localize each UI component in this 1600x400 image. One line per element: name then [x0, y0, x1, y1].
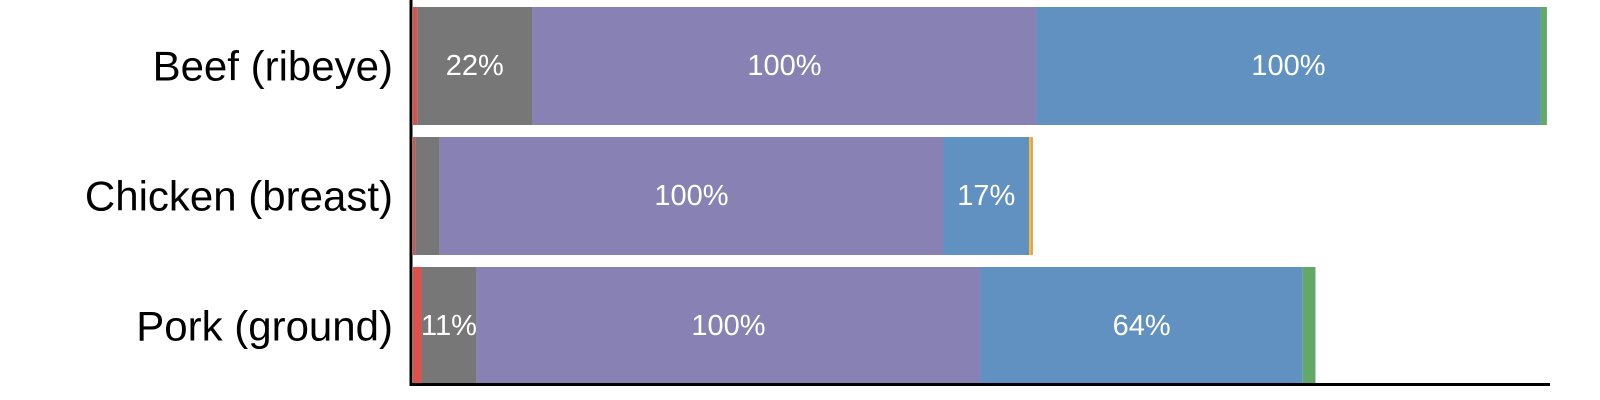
bars-group	[413, 7, 1547, 385]
data-label: 22%	[446, 50, 504, 82]
bar-segment	[439, 137, 944, 255]
bar-segment	[415, 137, 440, 255]
bar-segment	[1029, 137, 1032, 255]
category-label: Beef (ribeye)	[153, 43, 393, 90]
bar-segment	[476, 267, 981, 385]
data-label: 100%	[691, 310, 765, 342]
data-label: 17%	[957, 180, 1015, 212]
bar-segment	[421, 267, 477, 385]
bar-segment	[532, 7, 1037, 125]
data-label: 100%	[654, 180, 728, 212]
bar-segment	[413, 137, 416, 255]
data-label: 64%	[1113, 310, 1171, 342]
bar-segment	[1031, 137, 1033, 255]
labels-group: Beef (ribeye) 22% 100% 100% Chicken (breast)…	[85, 43, 1326, 350]
category-label: Pork (ground)	[136, 303, 393, 350]
bar-segment	[413, 7, 418, 125]
data-label: 100%	[1251, 50, 1325, 82]
bar-segment	[413, 267, 422, 385]
bar-segment	[417, 7, 533, 125]
bar-segment	[1036, 7, 1541, 125]
bar-segment	[943, 137, 1030, 255]
bar-segment	[980, 267, 1303, 385]
data-label: 100%	[747, 50, 821, 82]
bar-segment	[1540, 7, 1547, 125]
data-label: 11%	[421, 310, 477, 342]
bar-segment	[1302, 267, 1316, 385]
category-label: Chicken (breast)	[85, 173, 393, 220]
